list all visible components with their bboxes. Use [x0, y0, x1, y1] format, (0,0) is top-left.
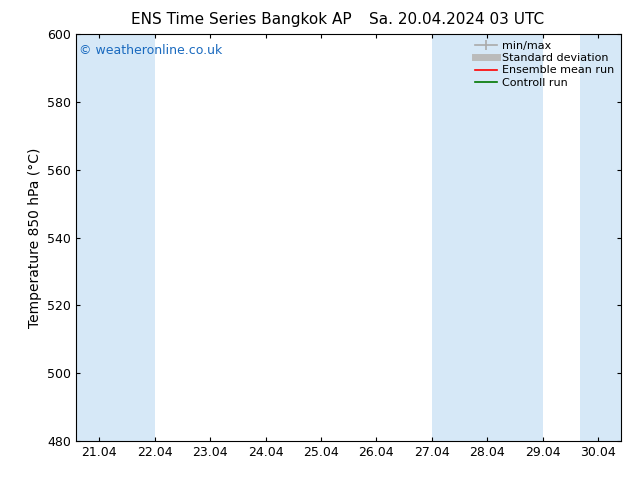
Legend: min/max, Standard deviation, Ensemble mean run, Controll run: min/max, Standard deviation, Ensemble me… [470, 37, 619, 92]
Bar [432, 34, 543, 441]
Text: Sa. 20.04.2024 03 UTC: Sa. 20.04.2024 03 UTC [369, 12, 544, 27]
Text: © weatheronline.co.uk: © weatheronline.co.uk [79, 45, 222, 57]
Y-axis label: Temperature 850 hPa (°C): Temperature 850 hPa (°C) [28, 147, 42, 328]
Text: ENS Time Series Bangkok AP: ENS Time Series Bangkok AP [131, 12, 351, 27]
Bar [579, 34, 621, 441]
Bar [76, 34, 155, 441]
